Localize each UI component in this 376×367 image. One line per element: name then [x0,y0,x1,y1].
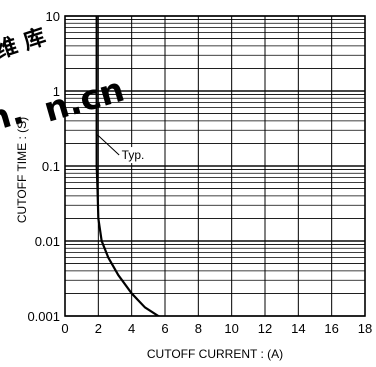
x-tick-label: 14 [291,321,305,336]
y-tick-label: 10 [46,9,60,24]
x-tick-labels: 0 2 4 6 8 10 12 14 16 18 [61,321,372,336]
x-tick-label: 12 [258,321,272,336]
annotation-leader [97,134,120,156]
series-line [95,16,161,316]
x-tick-label: 4 [128,321,135,336]
x-tick-label: 2 [95,321,102,336]
y-tick-label: 1 [53,84,60,99]
grid [64,15,366,317]
y-tick-label: 0.01 [35,234,60,249]
y-tick-label: 0.001 [27,309,60,324]
x-tick-label: 10 [224,321,238,336]
curve-layer [95,16,161,316]
x-tick-label: 8 [195,321,202,336]
x-axis-title: CUTOFF CURRENT : (A) [147,347,283,361]
y-tick-labels: 0.001 0.01 0.1 1 10 [27,9,60,324]
y-tick-label: 0.1 [42,159,60,174]
y-axis-title: CUTOFF TIME : (S) [15,117,29,223]
x-tick-label: 16 [324,321,338,336]
watermark-red-text: n.cn [39,70,128,131]
annotation-typ: Typ. [122,148,145,162]
x-tick-label: 0 [61,321,68,336]
watermark-cjk: 维 库 [0,24,49,65]
x-tick-label: 18 [358,321,372,336]
x-tick-label: 6 [161,321,168,336]
plot-frame [64,15,366,317]
annotation-background [119,147,149,164]
